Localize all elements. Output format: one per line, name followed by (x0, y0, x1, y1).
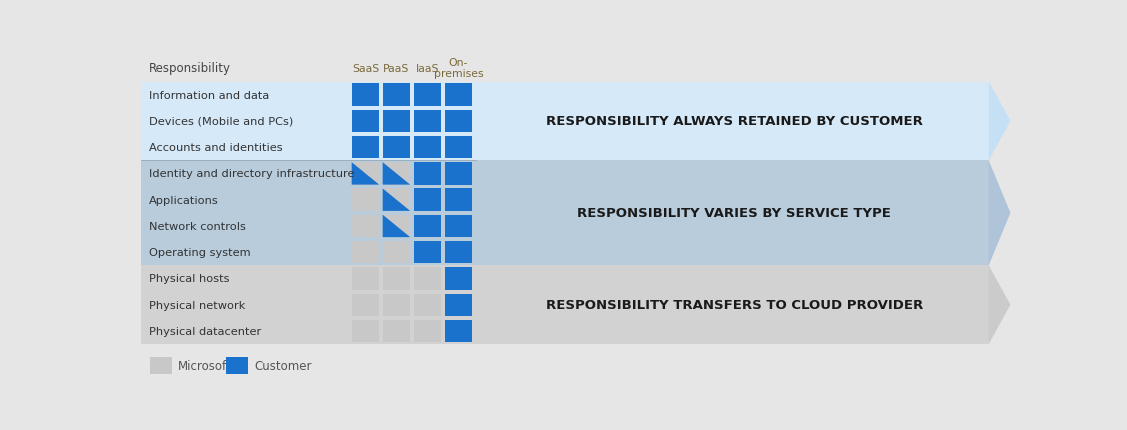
Text: Operating system: Operating system (149, 248, 250, 258)
Polygon shape (352, 163, 379, 185)
Bar (383, 294, 410, 316)
Bar (141, 266, 988, 344)
Text: Responsibility: Responsibility (149, 62, 231, 75)
Bar (383, 189, 410, 212)
Bar (383, 241, 410, 264)
Bar (414, 189, 441, 212)
Bar (414, 267, 441, 290)
Bar (352, 294, 379, 316)
Text: PaaS: PaaS (383, 64, 409, 74)
Text: IaaS: IaaS (416, 64, 440, 74)
Text: Physical datacenter: Physical datacenter (149, 326, 260, 336)
Bar (352, 320, 379, 342)
Bar (383, 215, 410, 238)
Bar (150, 357, 172, 374)
Bar (383, 267, 410, 290)
Bar (352, 137, 379, 159)
Bar (352, 84, 379, 107)
Bar (414, 241, 441, 264)
Bar (383, 84, 410, 107)
Bar (352, 189, 379, 212)
Bar (352, 111, 379, 133)
Bar (445, 241, 472, 264)
Polygon shape (383, 163, 410, 185)
Polygon shape (988, 266, 1011, 344)
Polygon shape (383, 189, 410, 212)
Bar (414, 294, 441, 316)
Text: RESPONSIBILITY ALWAYS RETAINED BY CUSTOMER: RESPONSIBILITY ALWAYS RETAINED BY CUSTOM… (545, 115, 923, 128)
Text: RESPONSIBILITY TRANSFERS TO CLOUD PROVIDER: RESPONSIBILITY TRANSFERS TO CLOUD PROVID… (545, 298, 923, 311)
Polygon shape (383, 215, 410, 238)
Bar (445, 294, 472, 316)
Text: Information and data: Information and data (149, 90, 269, 101)
Bar (445, 137, 472, 159)
Text: RESPONSIBILITY VARIES BY SERVICE TYPE: RESPONSIBILITY VARIES BY SERVICE TYPE (577, 207, 891, 220)
Text: Accounts and identities: Accounts and identities (149, 143, 282, 153)
Bar (414, 137, 441, 159)
Text: Physical network: Physical network (149, 300, 245, 310)
Polygon shape (988, 82, 1011, 161)
Bar (383, 320, 410, 342)
Text: Physical hosts: Physical hosts (149, 274, 229, 284)
Bar (383, 111, 410, 133)
Bar (414, 215, 441, 238)
Text: Applications: Applications (149, 195, 219, 205)
Bar (352, 163, 379, 185)
Bar (414, 320, 441, 342)
Bar (227, 357, 248, 374)
Text: SaaS: SaaS (352, 64, 379, 74)
Bar (352, 241, 379, 264)
Bar (414, 111, 441, 133)
Bar (445, 84, 472, 107)
Bar (414, 84, 441, 107)
Bar (445, 267, 472, 290)
Text: Devices (Mobile and PCs): Devices (Mobile and PCs) (149, 117, 293, 126)
Text: Identity and directory infrastructure: Identity and directory infrastructure (149, 169, 354, 179)
Bar (141, 161, 988, 266)
Bar (141, 82, 988, 161)
Text: Microsoft: Microsoft (178, 359, 232, 372)
Bar (414, 163, 441, 185)
Bar (445, 111, 472, 133)
Bar (445, 320, 472, 342)
Bar (383, 163, 410, 185)
Text: Customer: Customer (254, 359, 311, 372)
Bar (352, 267, 379, 290)
Bar (352, 215, 379, 238)
Polygon shape (988, 161, 1011, 266)
Bar (445, 215, 472, 238)
Bar (445, 189, 472, 212)
Text: Network controls: Network controls (149, 221, 246, 231)
Bar (383, 137, 410, 159)
Bar (445, 163, 472, 185)
Text: On-
premises: On- premises (434, 58, 483, 79)
